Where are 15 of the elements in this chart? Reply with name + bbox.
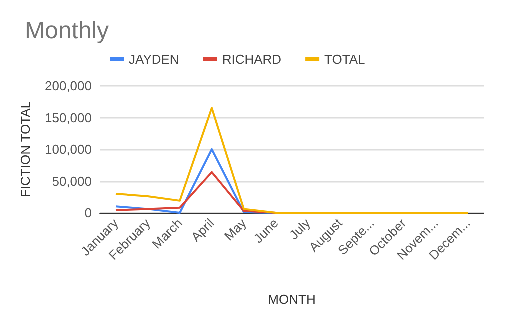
y-tick-label: 100,000: [45, 142, 92, 157]
legend-label: JAYDEN: [129, 52, 180, 67]
x-axis-title: MONTH: [268, 292, 316, 307]
y-axis-title: FICTION TOTAL: [18, 101, 33, 198]
y-tick-label: 0: [84, 206, 92, 220]
y-tick-label: 50,000: [52, 174, 92, 189]
legend-label: RICHARD: [222, 52, 282, 67]
legend-label: TOTAL: [324, 52, 366, 67]
y-tick-label: 150,000: [45, 110, 92, 126]
line-series: [115, 107, 469, 214]
y-tick-label: 200,000: [45, 78, 92, 94]
chart-title: Monthly: [25, 18, 110, 44]
x-tick-label: May: [221, 215, 250, 244]
line-series: [115, 171, 277, 214]
x-tick-label: July: [286, 215, 314, 243]
